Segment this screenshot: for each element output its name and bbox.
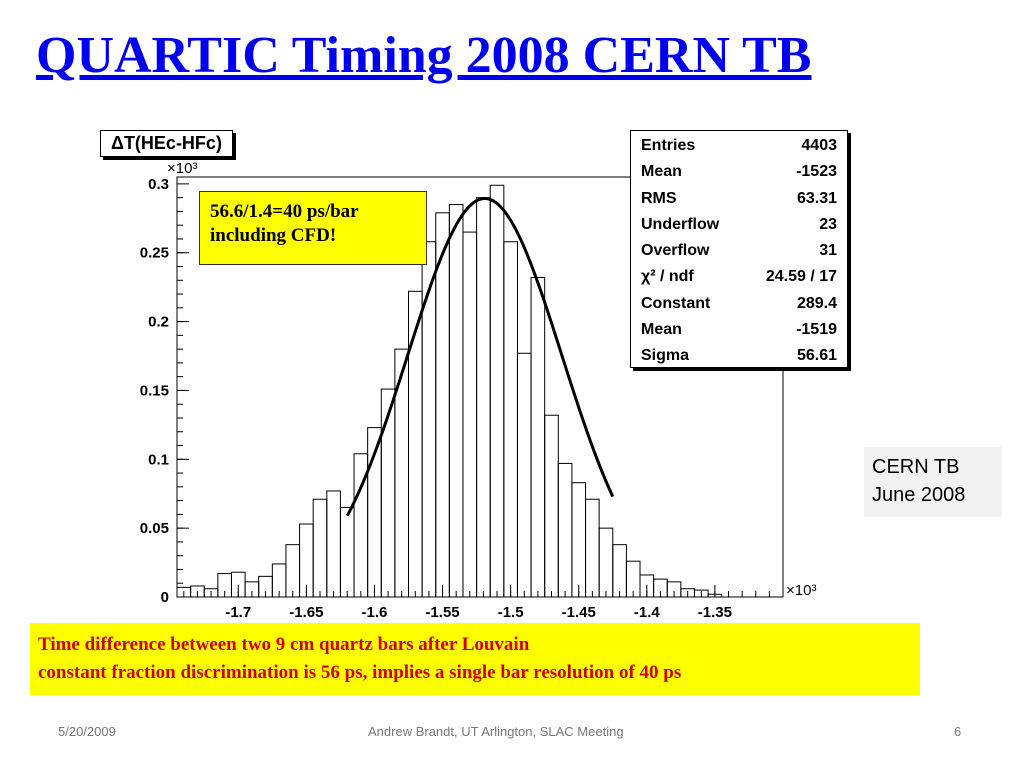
stat-label: χ² / ndf xyxy=(641,268,694,286)
histogram-bin xyxy=(557,462,573,598)
stat-row: Constant 289.4 xyxy=(641,291,837,317)
x-tick-label: -1.6 xyxy=(362,604,388,621)
stat-value: 289.4 xyxy=(796,294,837,312)
stats-box: Entries 4403 Mean -1523 RMS 63.31 Underflow 23 O… xyxy=(630,130,848,368)
footer-date: 5/20/2009 xyxy=(58,724,116,739)
stat-value: 23 xyxy=(819,215,837,233)
y-multiplier-label: ×10³ xyxy=(167,160,197,177)
stat-value: 56.61 xyxy=(796,347,837,365)
stat-label: RMS xyxy=(641,189,677,207)
stat-label: Underflow xyxy=(641,215,720,233)
stat-row: Overflow 31 xyxy=(641,238,837,264)
x-tick-label: -1.4 xyxy=(634,604,661,621)
y-tick-label: 0 xyxy=(161,589,169,606)
histogram-bin xyxy=(285,544,301,598)
stat-row: Mean -1519 xyxy=(641,317,837,343)
stat-row: Underflow 23 xyxy=(641,212,837,238)
x-tick-label: -1.35 xyxy=(698,604,732,621)
footer-center: Andrew Brandt, UT Arlington, SLAC Meetin… xyxy=(368,724,624,739)
y-tick-label: 0.15 xyxy=(140,382,169,399)
stat-value: 24.59 / 17 xyxy=(765,268,837,286)
cern-line-1: CERN TB xyxy=(872,456,960,478)
x-tick-label: -1.7 xyxy=(225,604,251,621)
histogram-bin xyxy=(571,482,587,598)
stat-label: Mean xyxy=(641,163,682,181)
cern-line-2: June 2008 xyxy=(872,484,966,506)
histogram-bin xyxy=(476,197,491,598)
histogram-bin xyxy=(380,388,396,598)
x-tick-label: -1.5 xyxy=(498,604,524,621)
x-tick-label: -1.45 xyxy=(562,604,596,621)
stat-row: Entries 4403 xyxy=(641,133,837,159)
histogram-bin xyxy=(312,498,328,598)
stat-label: Mean xyxy=(641,321,682,339)
histogram-bin xyxy=(544,414,559,598)
histogram-bin xyxy=(339,506,355,598)
histogram-bin xyxy=(612,544,627,598)
y-tick-label: 0.3 xyxy=(148,176,169,193)
caption-line-1: Time difference between two 9 cm quartz … xyxy=(38,634,530,655)
stat-value: 63.31 xyxy=(796,189,837,207)
cern-tb-label: CERN TB June 2008 xyxy=(864,447,1002,517)
y-tick-label: 0.2 xyxy=(148,314,169,331)
stat-row: RMS 63.31 xyxy=(641,186,837,212)
histogram-bin xyxy=(435,212,450,598)
stat-label: Constant xyxy=(641,294,711,312)
x-tick-label: -1.55 xyxy=(425,604,459,621)
histogram-bin xyxy=(516,352,532,598)
histogram-bin xyxy=(598,527,614,598)
histogram-title: ΔT(HEc-HFc) xyxy=(100,130,233,157)
caption-box: Time difference between two 9 cm quartz … xyxy=(30,623,920,695)
gaussian-fit-curve xyxy=(345,196,615,517)
histogram-bin xyxy=(326,490,341,598)
stat-row: Sigma 56.61 xyxy=(641,343,837,369)
stat-value: -1519 xyxy=(796,321,837,339)
y-tick-label: 0.1 xyxy=(148,451,169,468)
stat-row: χ² / ndf 24.59 / 17 xyxy=(641,264,837,290)
stat-label: Sigma xyxy=(641,347,690,365)
annotation-line-1: 56.6/1.4=40 ps/bar xyxy=(210,201,359,222)
histogram-bin xyxy=(408,290,423,598)
annotation-line-2: including CFD! xyxy=(210,225,337,246)
stat-value: 31 xyxy=(819,242,837,260)
x-tick-label: -1.65 xyxy=(289,604,323,621)
y-tick-label: 0.05 xyxy=(140,520,169,537)
stat-label: Entries xyxy=(641,137,696,154)
annotation-box: 56.6/1.4=40 ps/bar including CFD! xyxy=(199,191,427,265)
caption-line-2: constant fraction discrimination is 56 p… xyxy=(38,662,682,683)
histogram-bin xyxy=(489,184,505,598)
histogram-bin xyxy=(585,498,600,598)
stat-label: Overflow xyxy=(641,242,710,260)
y-tick-label: 0.25 xyxy=(140,245,169,262)
histogram-bin xyxy=(462,231,478,598)
histogram-bin xyxy=(448,204,464,598)
stat-value: -1523 xyxy=(796,163,837,181)
histogram-bin xyxy=(503,241,518,598)
footer-page: 6 xyxy=(954,724,962,739)
histogram-bin xyxy=(530,277,546,598)
stat-value: 4403 xyxy=(801,137,837,154)
slide-title: QUARTIC Timing 2008 CERN TB xyxy=(36,27,812,84)
x-multiplier-label: ×10³ xyxy=(786,582,816,599)
stat-row: Mean -1523 xyxy=(641,159,837,185)
